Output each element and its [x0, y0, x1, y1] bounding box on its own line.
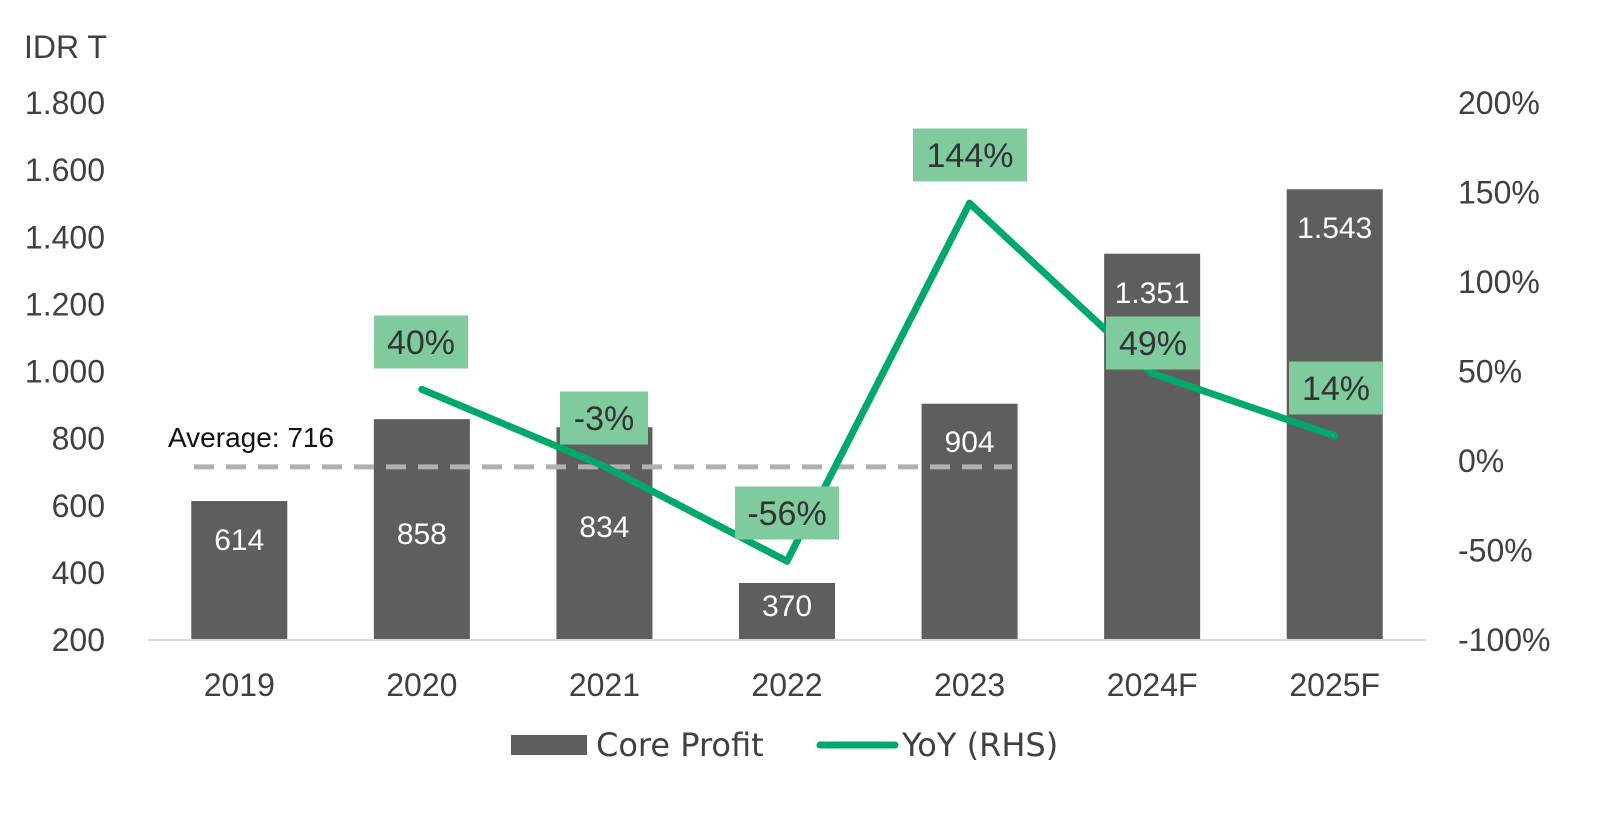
bar-value-label: 1.351	[1115, 277, 1190, 310]
yoy-label-box	[1289, 361, 1383, 415]
yoy-label-box	[374, 315, 468, 369]
left-tick-label: 400	[52, 555, 105, 591]
right-tick-label: 0%	[1458, 443, 1504, 479]
yoy-label-box	[735, 486, 839, 540]
legend-swatch-core-profit	[511, 735, 587, 755]
bar-2019	[191, 501, 288, 640]
right-tick-label: -50%	[1458, 533, 1533, 569]
average-label: Average: 716	[168, 422, 334, 453]
bar-2025F	[1286, 189, 1383, 641]
yoy-value-label: 40%	[387, 324, 455, 362]
right-tick-label: 100%	[1458, 264, 1540, 300]
right-tick-label: -100%	[1458, 622, 1551, 658]
right-tick-label: 150%	[1458, 175, 1540, 211]
bar-value-label: 834	[579, 511, 629, 544]
x-tick-label: 2019	[204, 667, 275, 703]
x-tick-label: 2021	[569, 667, 640, 703]
yoy-value-label: 49%	[1119, 325, 1187, 363]
bar-2023	[921, 403, 1018, 640]
bar-2024F	[1104, 253, 1201, 640]
legend-label-yoy: YoY (RHS)	[901, 726, 1058, 764]
left-tick-label: 1.200	[25, 286, 105, 322]
x-tick-label: 2024F	[1107, 667, 1198, 703]
right-tick-label: 50%	[1458, 354, 1522, 390]
bar-value-label: 904	[945, 426, 995, 459]
left-tick-label: 1.600	[25, 152, 105, 188]
yoy-point	[600, 462, 608, 470]
left-tick-label: 200	[52, 622, 105, 658]
bar-value-label: 858	[397, 518, 447, 551]
left-tick-label: 800	[52, 421, 105, 457]
yoy-line	[418, 199, 1339, 565]
legend-label-core-profit: Core Profit	[596, 726, 764, 764]
x-tick-label: 2025F	[1289, 667, 1380, 703]
bar-value-label: 614	[214, 524, 264, 557]
unit-label: IDR T	[24, 29, 107, 65]
bar-value-label: 370	[762, 590, 812, 623]
yoy-label-box	[913, 128, 1027, 182]
yoy-point	[418, 385, 426, 393]
yoy-point	[966, 199, 974, 207]
yoy-value-label: -56%	[747, 495, 826, 533]
bar-2022	[739, 582, 835, 640]
x-tick-label: 2022	[751, 667, 822, 703]
bar-value-label: 1.543	[1297, 212, 1372, 245]
yoy-value-label: 144%	[927, 137, 1014, 175]
bar-2020	[373, 419, 470, 640]
left-tick-label: 1.000	[25, 354, 105, 390]
yoy-label-box	[560, 391, 648, 445]
yoy-point	[1331, 432, 1339, 440]
x-tick-label: 2020	[386, 667, 457, 703]
yoy-point	[1148, 369, 1156, 377]
right-tick-label: 200%	[1458, 85, 1540, 121]
yoy-point	[783, 557, 791, 565]
left-tick-label: 600	[52, 488, 105, 524]
yoy-value-label: -3%	[574, 400, 634, 438]
left-tick-label: 1.800	[25, 85, 105, 121]
yoy-value-label: 14%	[1302, 370, 1370, 408]
yoy-label-box	[1106, 316, 1200, 370]
left-tick-label: 1.400	[25, 219, 105, 255]
x-tick-label: 2023	[934, 667, 1005, 703]
